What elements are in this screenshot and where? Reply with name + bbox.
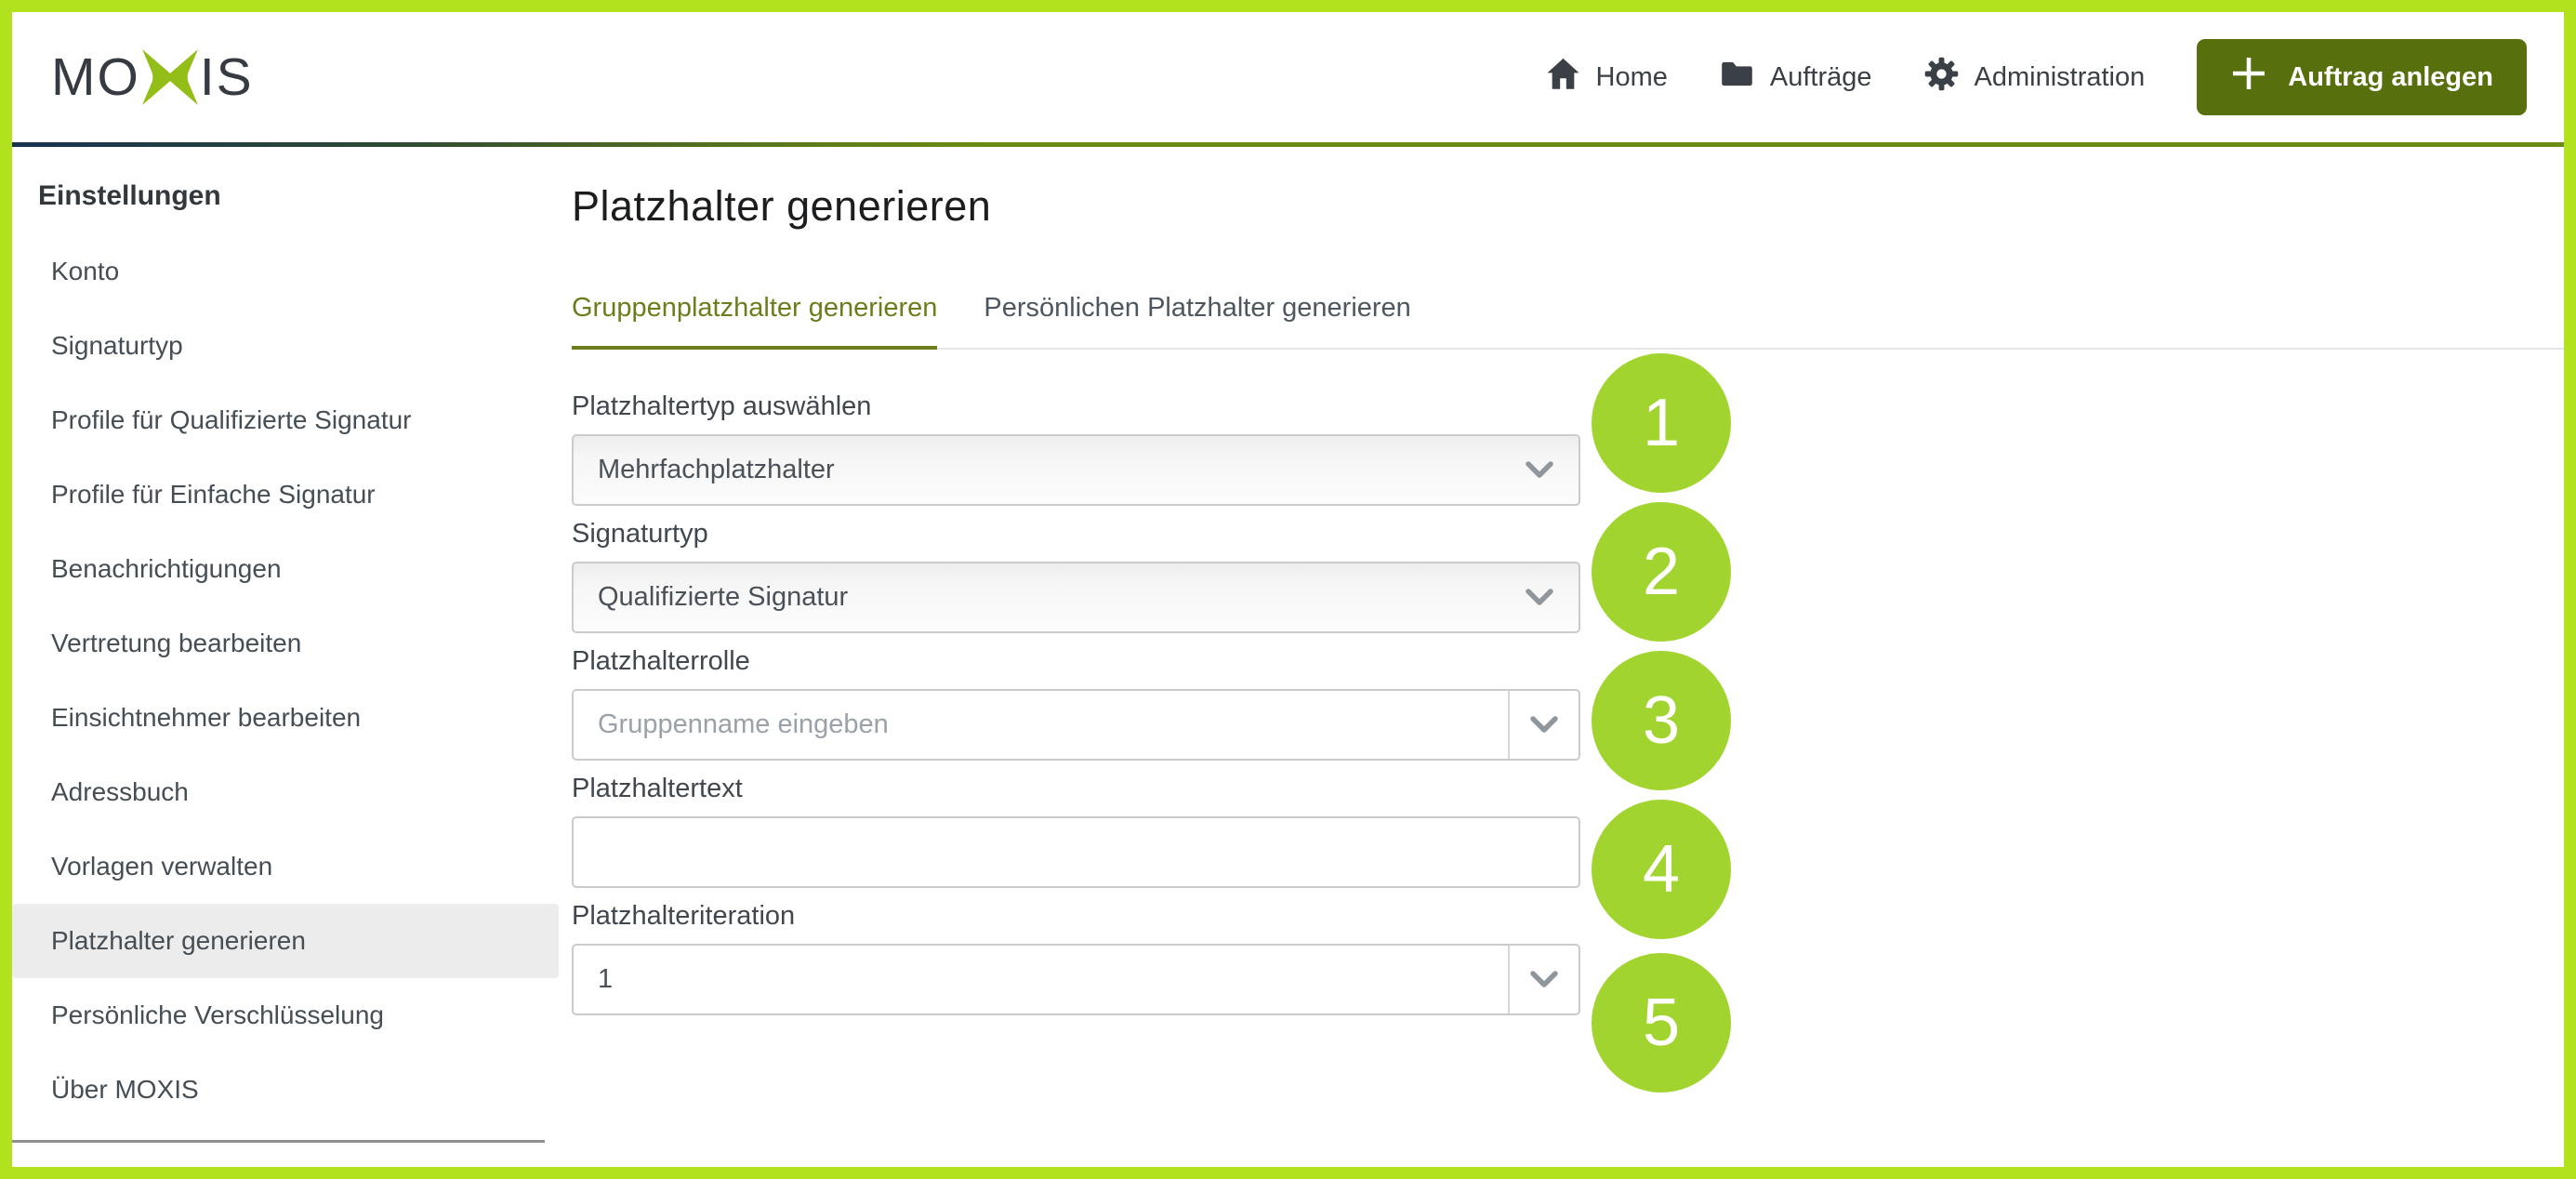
sidebar-item-label: Platzhalter generieren [51,926,306,955]
field-row-signaturtyp: Signaturtyp Qualifizierte Signatur [572,518,2564,633]
field-row-platzhalteriteration: Platzhalteriteration 1 [572,900,2564,1015]
sidebar-item-label: Vorlagen verwalten [51,852,273,881]
main-content: Platzhalter generieren Gruppenplatzhalte… [559,147,2564,1027]
sidebar-item-platzhalter-generieren[interactable]: Platzhalter generieren [12,904,559,978]
field-row-platzhaltertyp: Platzhaltertyp auswählen Mehrfachplatzhal… [572,391,2564,506]
app-header: MO IS Home Aufträge Administration Auftrag … [12,12,2564,142]
sidebar-item-label: Vertretung bearbeiten [51,629,302,657]
settings-sidebar: Einstellungen Konto Signaturtyp Profile fü… [12,147,559,1143]
sidebar-item-konto[interactable]: Konto [12,234,559,309]
field-label-platzhaltertext: Platzhaltertext [572,774,743,803]
tab-persoenlichen-platzhalter-generieren[interactable]: Persönlichen Platzhalter generieren [984,293,1411,323]
tab-gruppenplatzhalter-generieren[interactable]: Gruppenplatzhalter generieren [572,292,938,350]
chevron-down-icon [1529,715,1559,735]
sidebar-item-label: Signaturtyp [51,331,183,360]
step-badge-3: 3 [1592,651,1731,790]
app-body: Einstellungen Konto Signaturtyp Profile fü… [12,147,2564,1143]
nav-item-label: Administration [1974,61,2146,92]
tab-bar: Gruppenplatzhalter generieren Persönliche… [572,292,2564,350]
sidebar-item-ueber-moxis[interactable]: Über MOXIS [12,1053,559,1127]
sidebar-item-adressbuch[interactable]: Adressbuch [12,755,559,829]
nav-item-home[interactable]: Home [1546,57,1668,99]
sidebar-item-label: Benachrichtigungen [51,554,282,583]
platzhalterrolle-combobox[interactable]: Gruppenname eingeben [572,689,1580,761]
nav-item-label: Aufträge [1769,61,1872,92]
sidebar-item-label: Konto [51,257,120,285]
sidebar-heading: Einstellungen [38,180,221,211]
sidebar-item-vorlagen-verwalten[interactable]: Vorlagen verwalten [12,829,559,904]
step-badge-1: 1 [1592,353,1731,493]
sidebar-item-list: Konto Signaturtyp Profile für Qualifiziert… [12,234,559,1127]
chevron-down-icon [1525,460,1554,480]
field-row-platzhaltertext: Platzhaltertext [572,773,2564,888]
selected-value: Mehrfachplatzhalter [598,455,835,484]
create-order-button-label: Auftrag anlegen [2288,61,2493,92]
selected-value: Qualifizierte Signatur [598,582,849,612]
sidebar-item-profile-einfache-signatur[interactable]: Profile für Einfache Signatur [12,457,559,532]
nav-item-administration[interactable]: Administration [1924,57,2146,99]
combobox-value: 1 [598,964,614,994]
step-badge-5: 5 [1592,953,1731,1093]
signaturtyp-select[interactable]: Qualifizierte Signatur [572,562,1580,633]
sidebar-item-profile-qualifizierte-signatur[interactable]: Profile für Qualifizierte Signatur [12,383,559,457]
sidebar-item-label: Persönliche Verschlüsselung [51,1000,384,1029]
main-nav: Home Aufträge Administration Auftrag anlege… [1546,39,2527,115]
logo-text-is: IS [199,46,254,107]
sidebar-item-benachrichtigungen[interactable]: Benachrichtigungen [12,532,559,606]
field-label-signaturtyp: Signaturtyp [572,519,708,549]
nav-item-auftraege[interactable]: Aufträge [1720,57,1872,99]
platzhaltertext-field [572,816,1580,888]
sidebar-item-signaturtyp[interactable]: Signaturtyp [12,309,559,383]
sidebar-item-label: Profile für Qualifizierte Signatur [51,405,412,434]
create-order-button[interactable]: Auftrag anlegen [2197,39,2527,115]
sidebar-item-label: Profile für Einfache Signatur [51,480,376,509]
sidebar-item-label: Einsichtnehmer bearbeiten [51,703,362,732]
folder-icon [1720,57,1754,99]
field-row-platzhalterrolle: Platzhalterrolle Gruppenname eingeben [572,645,2564,761]
field-label-platzhalterrolle: Platzhalterrolle [572,646,750,676]
plus-icon [2230,55,2267,99]
placeholder-form: Platzhaltertyp auswählen Mehrfachplatzhal… [572,391,2564,1015]
field-label-platzhaltertyp: Platzhaltertyp auswählen [572,391,872,421]
header-divider [12,142,2564,147]
sidebar-divider [12,1140,545,1143]
field-label-platzhalteriteration: Platzhalteriteration [572,901,796,931]
combobox-divider [1508,946,1510,1013]
home-icon [1546,57,1580,99]
chevron-down-icon [1529,970,1559,989]
sidebar-item-einsichtnehmer-bearbeiten[interactable]: Einsichtnehmer bearbeiten [12,681,559,755]
sidebar-item-label: Adressbuch [51,777,189,806]
step-badge-2: 2 [1592,502,1731,642]
platzhaltertyp-select[interactable]: Mehrfachplatzhalter [572,434,1580,506]
platzhaltertext-input[interactable] [574,818,1579,886]
page-title: Platzhalter generieren [572,182,992,230]
sidebar-item-label: Über MOXIS [51,1075,199,1104]
sidebar-item-persoenliche-verschluesselung[interactable]: Persönliche Verschlüsselung [12,978,559,1053]
sidebar-item-vertretung-bearbeiten[interactable]: Vertretung bearbeiten [12,606,559,681]
moxis-logo: MO IS [51,49,254,105]
combobox-placeholder: Gruppenname eingeben [598,709,889,739]
chevron-down-icon [1525,588,1554,607]
step-badge-4: 4 [1592,800,1731,939]
moxis-x-icon [141,49,198,105]
gear-icon [1924,57,1959,99]
platzhalteriteration-combobox[interactable]: 1 [572,944,1580,1015]
combobox-divider [1508,691,1510,759]
logo-text-mo: MO [51,46,140,107]
nav-item-label: Home [1595,61,1668,92]
